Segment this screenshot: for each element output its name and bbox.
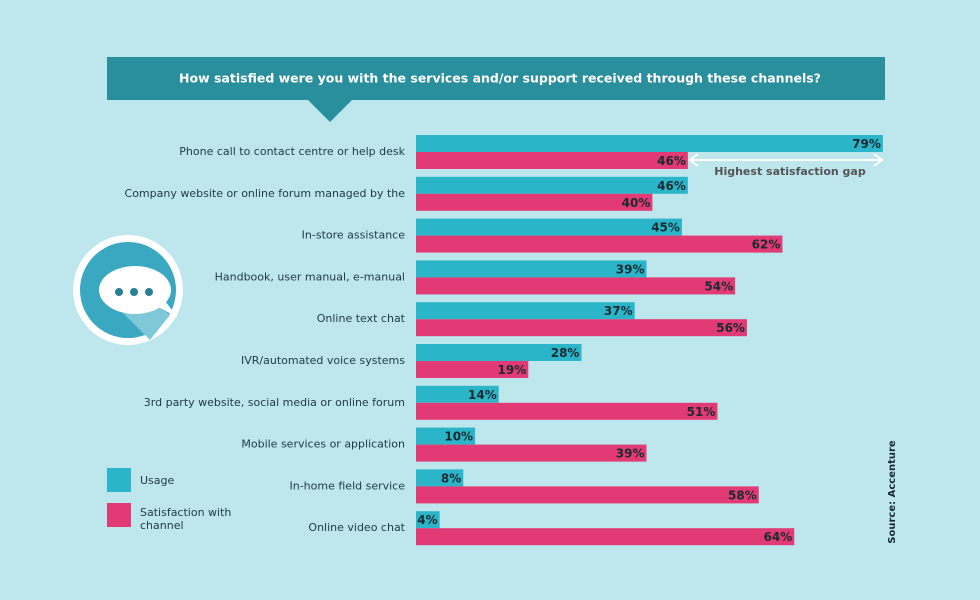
bar: [416, 135, 883, 152]
value-label: 62%: [752, 238, 781, 252]
bar: [416, 402, 718, 420]
bar: [416, 427, 476, 445]
category-label: Online text chat: [317, 312, 406, 325]
value-label: 46%: [657, 179, 686, 193]
legend-label: Usage: [140, 474, 175, 487]
value-label: 14%: [468, 388, 497, 402]
bar: [416, 469, 464, 487]
gap-arrow: [688, 153, 884, 167]
bar: [416, 176, 688, 194]
category-label: Online video chat: [308, 521, 405, 534]
banner-pointer: [308, 100, 352, 122]
bar: [416, 528, 795, 546]
category-label: Company website or online forum managed …: [125, 187, 406, 200]
value-label: 28%: [551, 346, 580, 360]
value-label: 58%: [728, 488, 757, 502]
bar: [416, 152, 688, 169]
category-label: Mobile services or application: [241, 438, 405, 451]
source: Source: Accenture: [887, 440, 898, 544]
value-label: 46%: [657, 154, 686, 168]
bar: [416, 486, 759, 504]
value-label: 4%: [417, 513, 437, 527]
value-label: 10%: [444, 430, 473, 444]
chat-icon: [73, 235, 183, 345]
bar: [416, 511, 440, 529]
bar: [416, 302, 635, 320]
bar: [416, 385, 499, 403]
category-label: Phone call to contact centre or help des…: [179, 145, 405, 158]
bar: [416, 193, 653, 211]
bar: [416, 218, 682, 236]
value-label: 51%: [687, 405, 716, 419]
annotation: Highest satisfaction gap: [714, 165, 866, 178]
category-label: In-store assistance: [302, 229, 406, 242]
bar: [416, 235, 783, 253]
value-label: 37%: [604, 304, 633, 318]
bar: [416, 277, 736, 295]
value-label: 79%: [852, 137, 881, 151]
legend-label: Satisfaction with channel: [140, 506, 232, 532]
bar: [416, 344, 582, 361]
value-label: 40%: [622, 196, 651, 210]
category-label: 3rd party website, social media or onlin…: [144, 396, 405, 409]
value-label: 39%: [616, 447, 645, 461]
chart-title: How satisfied were you with the services…: [179, 71, 821, 86]
bar: [416, 444, 647, 462]
title-banner: [107, 57, 885, 100]
value-label: 56%: [716, 321, 745, 335]
category-label: In-home field service: [290, 479, 406, 492]
bar: [416, 319, 747, 337]
value-label: 19%: [498, 363, 527, 377]
legend-swatch: [107, 503, 131, 527]
legend-swatch: [107, 468, 131, 492]
bar: [416, 361, 529, 378]
value-label: 39%: [616, 262, 645, 276]
category-label: IVR/automated voice systems: [241, 354, 405, 367]
value-label: 64%: [764, 530, 793, 544]
value-label: 8%: [441, 471, 461, 485]
value-label: 45%: [651, 221, 680, 235]
bar: [416, 260, 647, 278]
category-label: Handbook, user manual, e-manual: [215, 270, 405, 283]
value-label: 54%: [704, 279, 733, 293]
